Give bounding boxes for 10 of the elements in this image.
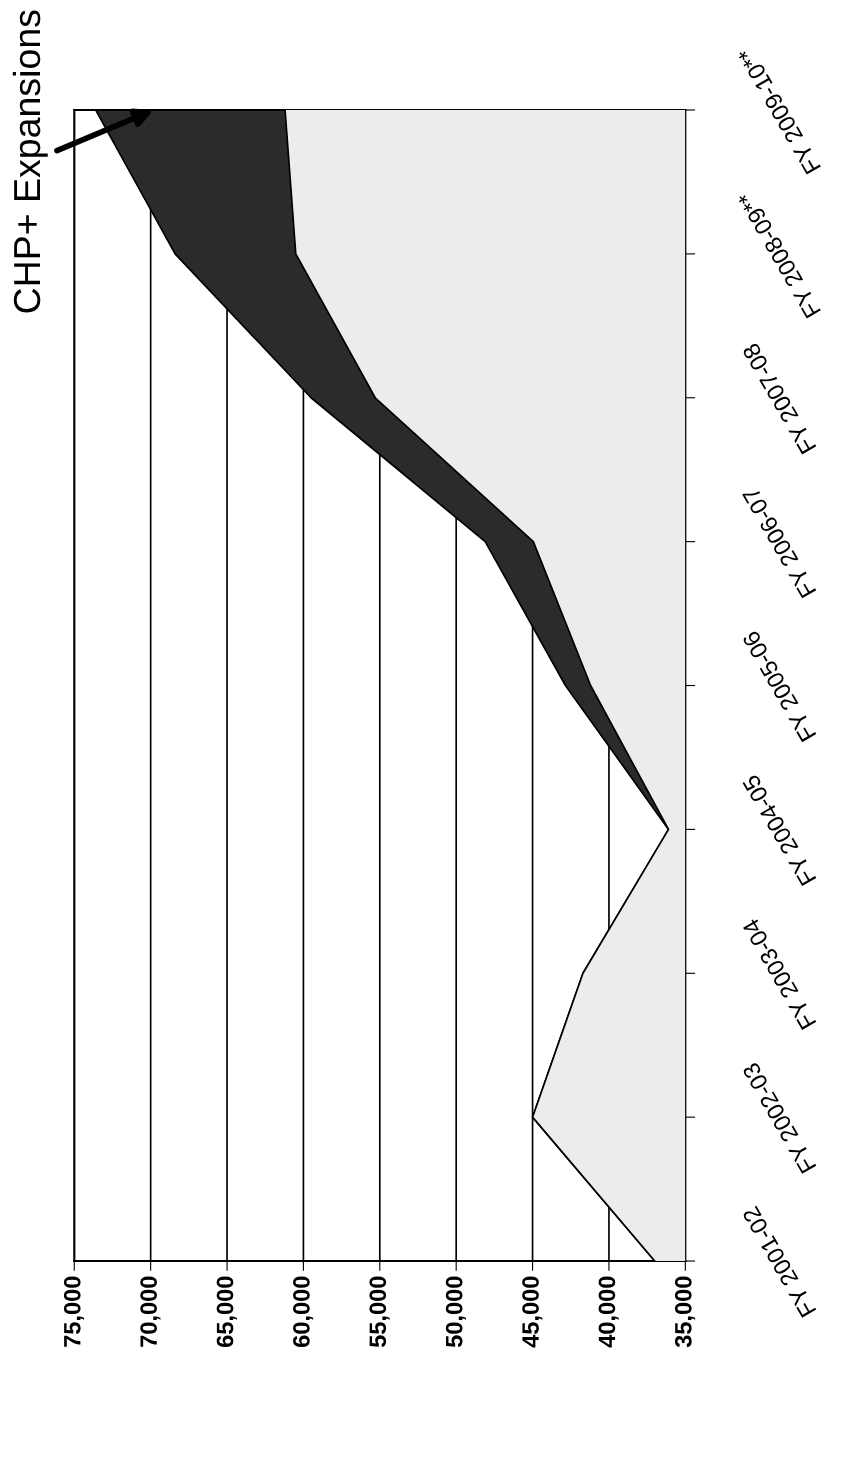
x-tick-label: 45,000 (522, 1276, 543, 1348)
x-tick-label: 75,000 (63, 1276, 85, 1347)
x-tick-label: 65,000 (216, 1276, 237, 1347)
x-tick-label: 35,000 (674, 1276, 696, 1348)
annotation: CHP+ Expansions (12, 10, 48, 313)
x-tick-label: 70,000 (140, 1276, 161, 1347)
x-tick-label: 55,000 (369, 1276, 390, 1348)
x-tick-label: 50,000 (445, 1276, 466, 1348)
x-tick-label: 40,000 (598, 1276, 619, 1348)
x-tick-label: 60,000 (293, 1276, 314, 1347)
